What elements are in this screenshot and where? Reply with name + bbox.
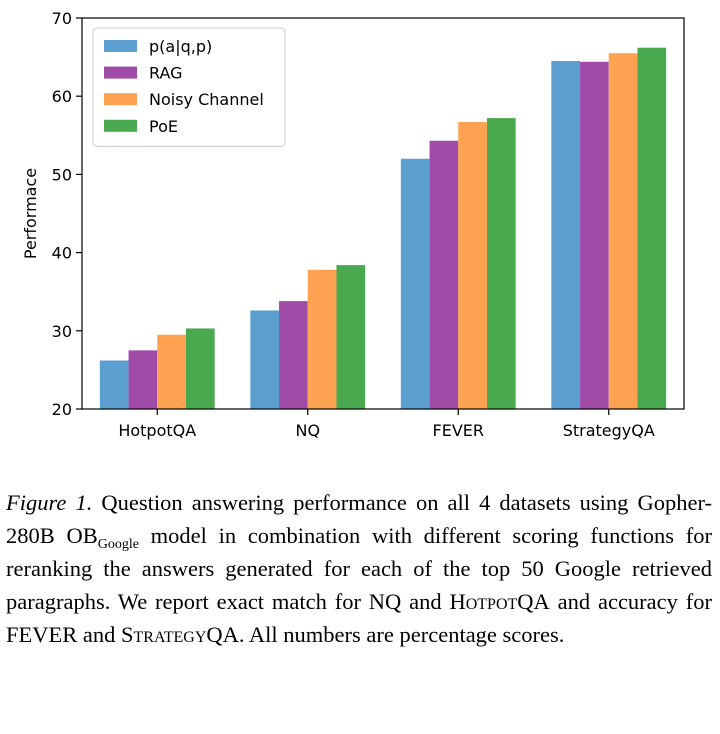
bar-noisy-channel-fever: [458, 122, 487, 409]
bar-chart: 20 30 40 50 60 70 HotpotQA NQ FEVER StrategyQA P…: [21, 9, 685, 440]
caption-text-4: . All numbers are percentage scores.: [238, 622, 565, 647]
bar-poe-fever: [486, 118, 516, 409]
y-tick-label: 20: [52, 400, 72, 419]
x-tick-label: FEVER: [433, 421, 484, 440]
x-tick-label: HotpotQA: [118, 421, 196, 440]
bar-p-a-q-p--fever: [400, 158, 430, 409]
bar-noisy-channel-hotpotqa: [157, 334, 186, 409]
y-tick-label: 50: [52, 165, 72, 184]
bar-noisy-channel-nq: [307, 269, 337, 409]
legend-label: PoE: [149, 117, 178, 136]
dataset-name-strategyqa: StrategyQA: [121, 622, 239, 647]
bar-rag-strategyqa: [580, 61, 609, 409]
caption-text-2: model in combination with different scor…: [6, 523, 712, 614]
legend-label: RAG: [149, 64, 183, 83]
legend-swatch: [104, 66, 137, 79]
bar-p-a-q-p--hotpotqa: [99, 360, 129, 409]
legend-swatch: [104, 40, 137, 52]
bar-noisy-channel-strategyqa: [608, 53, 638, 409]
legend: p(a|q,p) RAG Noisy Channel PoE: [92, 27, 286, 147]
figure-caption: Figure 1. Question answering performance…: [6, 486, 712, 651]
x-tick-label: NQ: [295, 421, 320, 440]
bar-poe-hotpotqa: [185, 328, 215, 409]
y-tick-label: 30: [52, 322, 72, 341]
x-axis: HotpotQA NQ FEVER StrategyQA: [118, 409, 655, 440]
caption-text-3: and accuracy for FEVER and: [6, 589, 712, 647]
y-axis-label: Performace: [21, 168, 40, 259]
bar-rag-nq: [279, 301, 308, 409]
bar-poe-strategyqa: [637, 47, 667, 409]
bar-p-a-q-p--strategyqa: [551, 61, 581, 409]
caption-subscript: Google: [97, 537, 139, 552]
bars-group: [99, 47, 667, 409]
caption-text-1: Question answering performance on all 4 …: [6, 490, 712, 548]
y-axis: 20 30 40 50 60 70: [52, 9, 82, 419]
legend-box: [92, 27, 286, 147]
bar-rag-hotpotqa: [128, 350, 158, 409]
legend-label: p(a|q,p): [149, 37, 212, 56]
legend-swatch: [104, 119, 137, 132]
y-tick-label: 70: [52, 9, 72, 28]
x-tick-label: StrategyQA: [563, 421, 655, 440]
legend-swatch: [104, 93, 137, 106]
plot-frame: [81, 17, 685, 410]
dataset-name-hotpotqa: HotpotQA: [449, 589, 550, 614]
bar-rag-fever: [429, 140, 459, 409]
y-tick-label: 40: [52, 244, 72, 263]
bar-poe-nq: [336, 265, 366, 409]
figure-label: Figure 1.: [6, 490, 93, 515]
legend-label: Noisy Channel: [149, 90, 264, 109]
bar-p-a-q-p--nq: [250, 310, 280, 409]
y-tick-label: 60: [52, 87, 72, 106]
